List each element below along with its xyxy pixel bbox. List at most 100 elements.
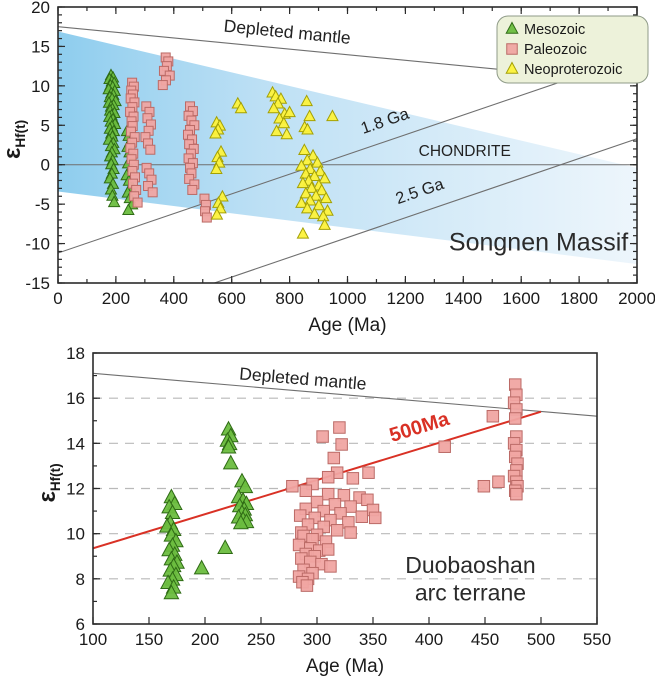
x-tick-label: 1600	[502, 289, 540, 308]
x-tick-label: 200	[191, 630, 219, 649]
x-axis-title: Age (Ma)	[306, 656, 384, 677]
data-point-paleozoic	[510, 487, 523, 501]
data-point-mesozoic	[232, 514, 249, 530]
data-point-paleozoic	[438, 440, 451, 453]
legend-marker-mesozoic	[505, 21, 519, 34]
y-tick-label: 16	[66, 389, 85, 408]
data-point-paleozoic	[346, 472, 360, 485]
data-point-paleozoic	[477, 479, 491, 493]
x-tick-label: 300	[303, 630, 331, 649]
data-point-neoproterozoic	[318, 218, 331, 230]
y-tick-label: 10	[66, 525, 85, 544]
annotation-duobaoshan-0: Duobaoshan	[405, 552, 535, 578]
data-point-neoproterozoic	[209, 126, 222, 139]
y-tick-label: 20	[31, 0, 50, 17]
data-point-paleozoic	[344, 526, 357, 539]
y-axis-title: εHf(t)	[0, 120, 28, 159]
data-point-neoproterozoic	[318, 171, 331, 184]
data-point-paleozoic	[334, 507, 347, 520]
data-point-paleozoic	[362, 466, 375, 479]
x-tick-label: 400	[160, 289, 188, 308]
data-point-paleozoic	[327, 451, 341, 465]
data-point-paleozoic	[508, 412, 522, 425]
data-point-neoproterozoic	[216, 189, 229, 202]
data-point-neoproterozoic	[296, 176, 310, 189]
axis-ticks	[57, 6, 638, 284]
data-point-neoproterozoic	[303, 109, 316, 122]
data-point-paleozoic	[317, 520, 330, 534]
y-tick-label: 15	[31, 37, 50, 56]
data-point-mesozoic	[237, 478, 254, 494]
x-tick-label: 250	[247, 630, 275, 649]
x-tick-label: 800	[275, 289, 303, 308]
y-tick-label: -10	[25, 235, 50, 254]
data-point-mesozoic	[164, 504, 181, 520]
data-point-mesozoic	[122, 203, 135, 215]
axis-ticks	[92, 352, 598, 625]
data-point-paleozoic	[321, 543, 335, 556]
y-axis-title: εHf(t)	[34, 463, 63, 502]
ref-label-depleted-mantle: Depleted mantle	[223, 16, 352, 48]
data-point-paleozoic	[286, 479, 299, 493]
ref-label-chondrite: CHONDRITE	[419, 143, 511, 160]
x-tick-label: 1400	[444, 289, 482, 308]
x-axis-title: Age (Ma)	[308, 315, 386, 336]
data-point-paleozoic	[300, 579, 314, 592]
data-point-paleozoic	[335, 438, 348, 451]
x-tick-label: 500	[527, 630, 555, 649]
data-point-paleozoic	[316, 430, 329, 443]
series-paleozoic	[125, 52, 212, 223]
annotation-duobaoshan-1: arc terrane	[415, 579, 526, 605]
data-point-mesozoic	[163, 584, 180, 600]
data-point-neoproterozoic	[210, 207, 224, 220]
data-point-neoproterozoic	[234, 101, 248, 114]
y-tick-label: 18	[66, 344, 85, 363]
data-point-neoproterozoic	[280, 127, 294, 140]
songnen-plot-area	[58, 26, 637, 283]
x-tick-label: 2000	[618, 289, 655, 308]
data-point-neoproterozoic	[305, 181, 318, 193]
data-point-neoproterozoic	[300, 153, 314, 166]
data-point-neoproterozoic	[313, 164, 327, 177]
data-point-paleozoic	[147, 187, 158, 198]
data-point-paleozoic	[321, 487, 335, 501]
data-point-neoproterozoic	[308, 169, 321, 182]
x-tick-label: 150	[135, 630, 163, 649]
legend: Mesozoic Paleozoic Neoproterozoic	[496, 15, 649, 84]
data-point-paleozoic	[344, 500, 357, 513]
data-point-neoproterozoic	[210, 162, 223, 174]
data-point-neoproterozoic	[300, 201, 314, 214]
x-tick-label: 600	[218, 289, 246, 308]
y-tick-label: 0	[41, 156, 50, 175]
data-point-paleozoic	[293, 509, 307, 522]
y-tick-label: 10	[31, 77, 50, 96]
legend-label-mesozoic: Mesozoic	[524, 22, 585, 38]
ref-label-depleted-mantle: Depleted mantle	[239, 363, 368, 393]
data-point-neoproterozoic	[295, 196, 308, 208]
data-point-neoproterozoic	[277, 116, 291, 129]
data-point-paleozoic	[310, 495, 324, 509]
data-point-neoproterozoic	[306, 148, 320, 161]
data-point-neoproterozoic	[298, 143, 311, 156]
y-tick-label: 14	[66, 434, 85, 453]
legend-marker-neoproterozoic	[505, 61, 519, 74]
data-point-neoproterozoic	[308, 207, 321, 219]
x-tick-label: 1800	[560, 289, 598, 308]
legend-box	[496, 15, 649, 84]
data-point-paleozoic	[201, 212, 212, 223]
data-point-paleozoic	[157, 80, 168, 91]
series-paleozoic	[286, 378, 524, 592]
data-point-neoproterozoic	[311, 155, 324, 168]
series-neoproterozoic	[209, 85, 339, 239]
y-tick-label: 5	[41, 116, 50, 135]
data-point-paleozoic	[299, 484, 313, 498]
data-point-neoproterozoic	[267, 101, 281, 114]
data-point-mesozoic	[220, 438, 237, 454]
data-point-neoproterozoic	[300, 94, 314, 107]
data-point-paleozoic	[324, 513, 337, 527]
data-point-neoproterozoic	[283, 105, 296, 118]
data-point-neoproterozoic	[319, 191, 333, 204]
y-tick-label: 12	[66, 480, 85, 499]
data-point-neoproterozoic	[326, 109, 339, 122]
